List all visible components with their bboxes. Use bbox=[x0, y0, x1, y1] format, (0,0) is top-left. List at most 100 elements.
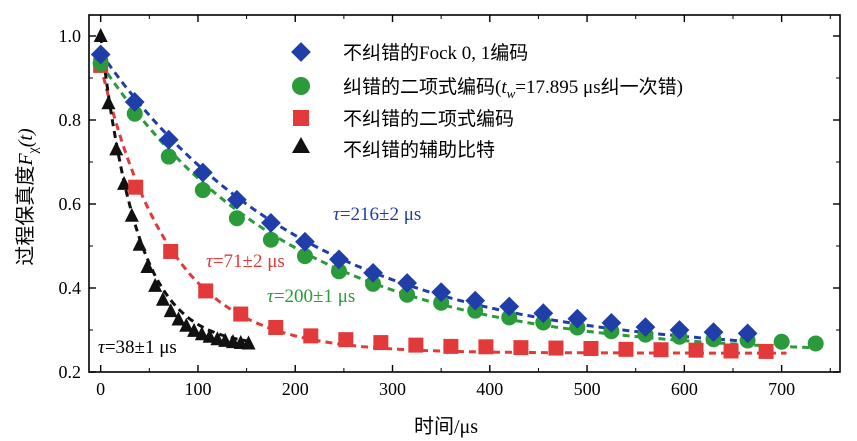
point-diamond-0 bbox=[90, 44, 111, 65]
point-diamond-3 bbox=[192, 162, 213, 183]
point-circle-9 bbox=[399, 286, 416, 303]
y-axis-label: 过程保真度Fχ(t) bbox=[14, 128, 41, 266]
y-axis-label-arg: (t) bbox=[15, 128, 37, 147]
point-triangle-13 bbox=[194, 326, 209, 341]
point-diamond-7 bbox=[329, 249, 349, 270]
fit-line-series-0 bbox=[99, 51, 752, 343]
point-triangle-12 bbox=[187, 322, 202, 337]
legend: 不纠错的Fock 0, 1编码 纠错的二项式编码(tw=17.895 μs纠一次… bbox=[291, 42, 683, 161]
point-square-6 bbox=[303, 328, 319, 344]
point-circle-6 bbox=[296, 248, 313, 265]
point-circle-5 bbox=[262, 231, 279, 248]
point-diamond-4 bbox=[226, 189, 247, 210]
x-tick-label-500: 500 bbox=[574, 379, 601, 399]
point-square-1 bbox=[128, 179, 144, 195]
point-circle-1 bbox=[126, 105, 143, 122]
annotation-tau-71: τ=71±2 μs bbox=[206, 251, 285, 272]
point-square-8 bbox=[373, 335, 389, 351]
y-axis-label-main: 过程保真度 bbox=[14, 166, 37, 266]
legend-marker-square bbox=[293, 110, 309, 126]
annotation-tau-200: τ=200±1 μs bbox=[267, 286, 355, 307]
point-square-5 bbox=[268, 319, 284, 335]
point-square-18 bbox=[723, 343, 739, 359]
point-triangle-2 bbox=[109, 141, 124, 156]
point-triangle-4 bbox=[124, 207, 139, 222]
point-circle-2 bbox=[160, 148, 177, 165]
fit-line-series-1 bbox=[99, 62, 819, 350]
legend-marker-triangle bbox=[292, 137, 310, 153]
point-triangle-11 bbox=[179, 317, 194, 332]
point-diamond-2 bbox=[158, 129, 179, 150]
point-square-10 bbox=[443, 338, 459, 354]
plot-frame bbox=[88, 14, 841, 373]
data-points bbox=[90, 28, 824, 359]
point-diamond-10 bbox=[431, 282, 452, 303]
point-square-14 bbox=[583, 340, 599, 356]
x-tick-label-300: 300 bbox=[379, 379, 406, 399]
x-tick-label-200: 200 bbox=[282, 379, 309, 399]
point-diamond-8 bbox=[363, 262, 383, 283]
point-square-7 bbox=[338, 332, 354, 348]
plot-frame-layer bbox=[88, 14, 841, 373]
y-tick-label-0.6: 0.6 bbox=[59, 194, 82, 214]
x-tick-label-0: 0 bbox=[96, 379, 105, 399]
point-diamond-1 bbox=[124, 92, 145, 112]
point-diamond-18 bbox=[703, 322, 724, 343]
annotation-tau-216: τ=216±2 μs bbox=[333, 204, 421, 225]
annotation-tau-38: τ=38±1 μs bbox=[98, 337, 177, 358]
x-axis-label: 时间/μs bbox=[414, 415, 478, 438]
point-triangle-6 bbox=[140, 259, 155, 273]
point-square-4 bbox=[233, 306, 249, 322]
point-circle-4 bbox=[228, 210, 245, 227]
x-tick-label-100: 100 bbox=[184, 379, 211, 399]
point-diamond-16 bbox=[635, 317, 656, 337]
point-triangle-0 bbox=[93, 28, 108, 42]
point-diamond-9 bbox=[397, 273, 418, 293]
legend-label-fock: 不纠错的Fock 0, 1编码 bbox=[343, 42, 528, 64]
y-tick-label-0.4: 0.4 bbox=[59, 278, 82, 298]
point-diamond-6 bbox=[295, 231, 315, 252]
point-triangle-3 bbox=[117, 175, 132, 190]
legend-label-binomial: 不纠错的二项式编码 bbox=[343, 108, 514, 130]
point-circle-10 bbox=[433, 294, 450, 311]
point-square-16 bbox=[653, 342, 669, 358]
legend-marker-circle bbox=[292, 77, 310, 95]
point-square-11 bbox=[478, 339, 494, 355]
legend-marker-diamond bbox=[291, 42, 311, 62]
y-axis-label-var: F bbox=[15, 153, 37, 167]
point-diamond-17 bbox=[669, 320, 690, 340]
point-circle-20 bbox=[773, 333, 790, 350]
point-diamond-5 bbox=[261, 213, 281, 233]
point-square-19 bbox=[758, 343, 774, 359]
point-square-17 bbox=[688, 342, 704, 358]
point-square-15 bbox=[618, 341, 634, 357]
point-square-12 bbox=[513, 340, 529, 356]
y-tick-label-0.2: 0.2 bbox=[59, 362, 82, 382]
point-triangle-1 bbox=[101, 95, 116, 110]
point-circle-3 bbox=[194, 182, 211, 199]
x-tick-label-600: 600 bbox=[671, 379, 698, 399]
point-triangle-14 bbox=[202, 328, 217, 343]
legend-label-ancilla: 不纠错的辅助比特 bbox=[343, 139, 495, 161]
point-square-9 bbox=[408, 337, 424, 353]
point-triangle-19 bbox=[241, 335, 256, 350]
point-diamond-11 bbox=[465, 290, 486, 311]
point-triangle-9 bbox=[163, 303, 178, 318]
y-tick-label-1: 1.0 bbox=[59, 26, 82, 46]
point-triangle-5 bbox=[132, 236, 147, 251]
y-axis-label-sub: χ bbox=[26, 146, 41, 154]
point-triangle-7 bbox=[148, 277, 163, 292]
point-circle-12 bbox=[501, 309, 518, 326]
point-diamond-14 bbox=[567, 308, 588, 329]
point-circle-8 bbox=[365, 275, 382, 292]
legend-label-binomial-corrected: 纠错的二项式编码(tw=17.895 μs纠一次错) bbox=[343, 76, 683, 101]
x-tick-label-700: 700 bbox=[768, 379, 795, 399]
x-tick-label-400: 400 bbox=[476, 379, 503, 399]
point-diamond-19 bbox=[737, 323, 758, 344]
point-circle-7 bbox=[331, 263, 348, 280]
point-square-13 bbox=[548, 340, 564, 356]
point-triangle-10 bbox=[171, 311, 186, 326]
y-tick-label-0.8: 0.8 bbox=[59, 110, 82, 130]
point-square-2 bbox=[163, 243, 179, 259]
